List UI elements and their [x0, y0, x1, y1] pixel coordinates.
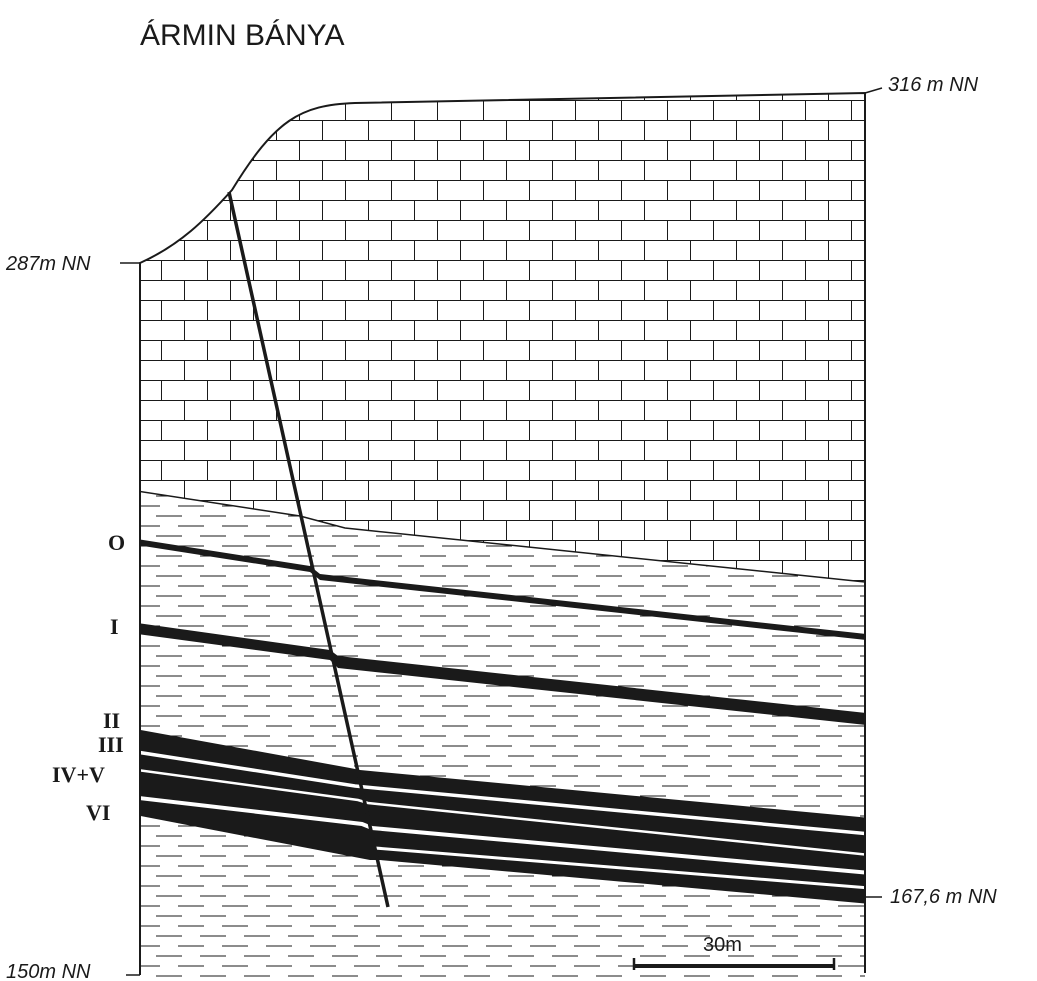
elevation-bottom-right: 167,6 m NN [890, 886, 997, 908]
scale-bar-label: 30m [703, 934, 742, 956]
seam-label-ii: II [103, 708, 120, 733]
seam-label-i: I [110, 614, 119, 639]
seam-label-o: O [108, 530, 125, 555]
seam-label-iv-v: IV+V [52, 762, 105, 787]
limestone-marl-boundary [140, 489, 865, 584]
elevation-top-left: 287m NN [5, 253, 91, 275]
fault-line [227, 191, 390, 908]
parting-4 [374, 846, 865, 890]
diagram-title: ÁRMIN BÁNYA [140, 19, 344, 52]
elevation-bottom-left: 150m NN [6, 961, 91, 981]
parting-3 [140, 795, 865, 875]
seam-o [140, 538, 865, 641]
section-outline [139, 91, 866, 975]
seam-label-iii: III [98, 732, 124, 757]
seam-label-vi: VI [86, 800, 110, 825]
section-body [140, 93, 865, 981]
elevation-top-right: 316 m NN [888, 74, 979, 96]
seam-i [140, 622, 865, 726]
tick-top-right [864, 87, 883, 94]
